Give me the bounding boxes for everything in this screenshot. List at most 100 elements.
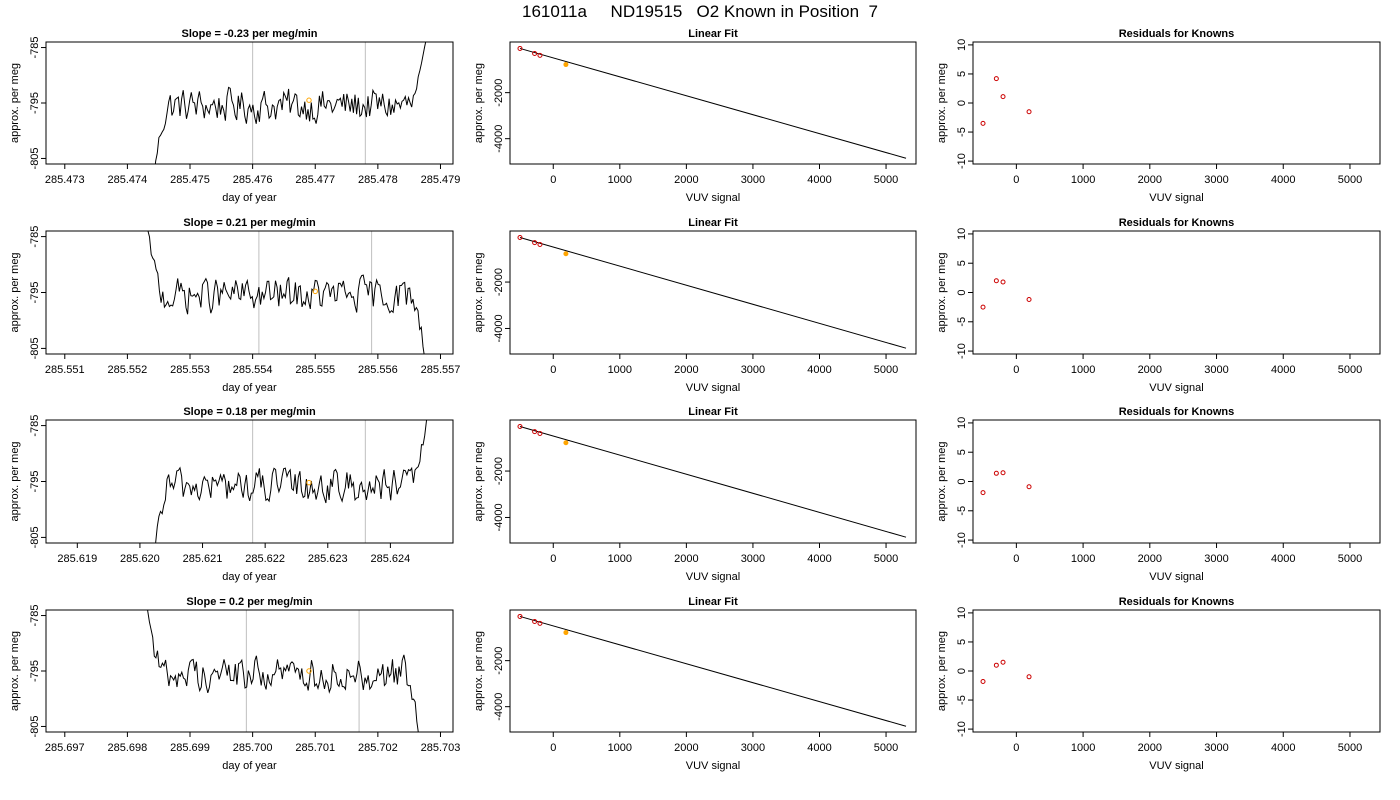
fit-point — [537, 620, 543, 626]
y-tick-label: -2000 — [493, 79, 505, 107]
fit-point — [517, 234, 523, 240]
panel-4-2: Linear Fit 0 1000 2000 3000 4000 5000 -2000 -400… — [473, 596, 917, 772]
x-tick-label: 5000 — [1338, 364, 1362, 376]
x-tick-label: 3000 — [741, 742, 765, 754]
y-tick-label: 5 — [956, 71, 968, 77]
panel-2-3: Residuals for Knowns 0 1000 2000 3000 4000 500… — [936, 217, 1381, 394]
x-tick-label: 1000 — [1071, 742, 1095, 754]
x-tick-label: 1000 — [1071, 553, 1095, 565]
x-axis-label: VUV signal — [1149, 571, 1203, 583]
residual-point — [1026, 674, 1032, 680]
y-tick-label: -785 — [29, 605, 41, 627]
x-tick-label: 3000 — [1204, 364, 1228, 376]
fit-point — [537, 430, 543, 436]
known-marker — [312, 288, 318, 295]
plot-content — [980, 76, 1032, 126]
x-tick-label: 0 — [550, 742, 556, 754]
y-tick-label: 5 — [956, 449, 968, 455]
y-axis-label: approx. per meg — [473, 631, 485, 711]
x-tick-label: 1000 — [1071, 174, 1095, 186]
y-tick-label: -795 — [29, 92, 41, 114]
x-tick-label: 0 — [550, 364, 556, 376]
y-tick-label: -805 — [29, 147, 41, 169]
x-tick-label: 5000 — [1338, 742, 1362, 754]
fit-point — [517, 613, 523, 619]
panel-title: Linear Fit — [688, 28, 738, 40]
x-tick-label: 285.619 — [57, 553, 97, 565]
x-tick-label: 285.697 — [45, 742, 85, 754]
fit-point — [532, 51, 538, 57]
x-tick-label: 2000 — [1138, 174, 1162, 186]
x-axis-label: VUV signal — [686, 760, 740, 772]
y-tick-label: 10 — [956, 417, 968, 429]
y-tick-label: 0 — [956, 100, 968, 106]
x-tick-label: 1000 — [1071, 364, 1095, 376]
plot-frame — [509, 230, 917, 355]
x-axis-label: VUV signal — [686, 192, 740, 204]
x-tick-label: 285.555 — [295, 364, 335, 376]
x-tick-label: 4000 — [807, 364, 831, 376]
x-tick-label: 0 — [550, 553, 556, 565]
residual-point — [1026, 109, 1032, 115]
plot-content — [980, 659, 1032, 684]
y-axis-label: approx. per meg — [473, 252, 485, 332]
y-tick-label: 5 — [956, 639, 968, 645]
x-tick-label: 3000 — [1204, 553, 1228, 565]
fit-point — [563, 630, 569, 636]
plot-frame — [972, 41, 1381, 165]
plot-frame — [45, 41, 454, 165]
y-tick-label: -10 — [956, 721, 968, 737]
panel-title: Residuals for Knowns — [1119, 406, 1235, 418]
y-tick-label: -785 — [29, 226, 41, 248]
residual-point — [993, 470, 999, 476]
x-tick-label: 5000 — [874, 553, 898, 565]
x-tick-label: 285.553 — [170, 364, 210, 376]
x-tick-label: 2000 — [674, 364, 698, 376]
residual-point — [980, 490, 986, 496]
x-axis-label: day of year — [222, 382, 277, 394]
x-tick-label: 285.623 — [308, 553, 348, 565]
residual-point — [980, 678, 986, 684]
x-axis-label: day of year — [222, 571, 277, 583]
residual-point — [1000, 94, 1006, 100]
plot-content — [980, 470, 1032, 496]
y-tick-label: -805 — [29, 526, 41, 548]
y-axis-label: approx. per meg — [936, 252, 948, 332]
x-axis-label: day of year — [222, 760, 277, 772]
panel-title: Slope = 0.18 per meg/min — [183, 406, 316, 418]
y-tick-label: -795 — [29, 660, 41, 682]
panel-4-3: Residuals for Knowns 0 1000 2000 3000 4000 500… — [936, 596, 1381, 772]
x-axis-label: VUV signal — [1149, 760, 1203, 772]
y-tick-label: -4000 — [493, 503, 505, 531]
panel-title: Linear Fit — [688, 596, 738, 608]
x-tick-label: 285.620 — [120, 553, 160, 565]
x-tick-label: 285.557 — [421, 364, 461, 376]
x-tick-label: 285.624 — [371, 553, 411, 565]
residual-point — [1000, 279, 1006, 285]
x-tick-label: 285.473 — [45, 174, 85, 186]
x-tick-label: 285.621 — [183, 553, 223, 565]
panel-title: Residuals for Knowns — [1119, 28, 1235, 40]
x-tick-label: 1000 — [608, 174, 632, 186]
x-tick-label: 0 — [1013, 742, 1019, 754]
residual-point — [1000, 470, 1006, 476]
y-tick-label: 0 — [956, 668, 968, 674]
x-tick-label: 285.477 — [295, 174, 335, 186]
panel-title: Linear Fit — [688, 217, 738, 229]
residual-point — [980, 120, 986, 126]
panel-2-1: Slope = 0.21 per meg/min 285.551 285.552 28… — [9, 217, 460, 394]
panel-2-2: Linear Fit 0 1000 2000 3000 4000 5000 -2000 -400… — [473, 217, 917, 394]
y-tick-label: 0 — [956, 478, 968, 484]
y-tick-label: 10 — [956, 39, 968, 51]
residual-point — [993, 278, 999, 284]
plot-frame — [972, 419, 1381, 544]
y-tick-label: -2000 — [493, 647, 505, 675]
x-tick-label: 285.702 — [358, 742, 398, 754]
y-axis-label: approx. per meg — [936, 631, 948, 711]
panel-3-3: Residuals for Knowns 0 1000 2000 3000 4000 500… — [936, 406, 1381, 583]
residual-point — [993, 76, 999, 82]
x-tick-label: 285.556 — [358, 364, 398, 376]
y-axis-label: approx. per meg — [9, 63, 21, 143]
y-tick-label: -5 — [956, 506, 968, 516]
fit-point — [537, 52, 543, 58]
